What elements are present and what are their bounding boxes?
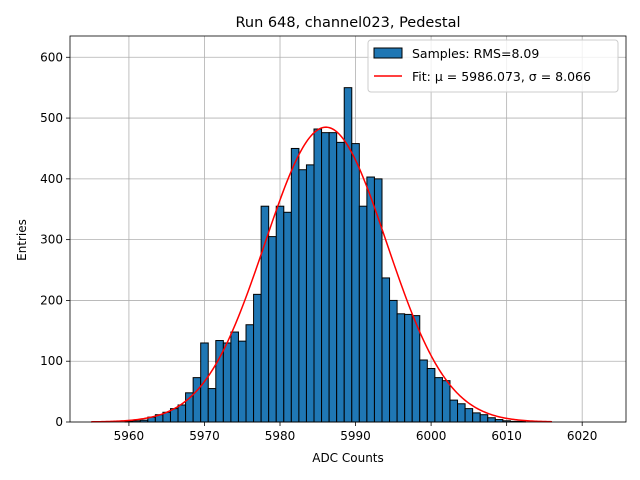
histogram-bar <box>358 205 368 423</box>
x-axis-ticks: 5960 5970 5980 5990 6000 6010 6020 <box>114 422 598 443</box>
histogram-bar <box>457 403 466 423</box>
legend-samples-swatch <box>373 47 403 59</box>
y-tick-label: 400 <box>40 172 63 186</box>
histogram-bar <box>253 293 262 423</box>
histogram-bar <box>396 313 406 423</box>
histogram-bar <box>419 359 428 423</box>
y-axis-ticks: 0 100 200 300 400 500 600 <box>40 50 70 429</box>
histogram-bar <box>449 399 459 423</box>
histogram-bar <box>237 340 247 423</box>
histogram-bar <box>268 236 277 423</box>
y-tick-label: 0 <box>55 415 63 429</box>
histogram-bar <box>343 87 353 423</box>
histogram-bar <box>222 342 232 423</box>
y-tick-label: 600 <box>40 50 63 64</box>
histogram-bar <box>441 380 451 423</box>
plot-frame <box>69 35 627 423</box>
histogram-bar <box>298 169 307 423</box>
histogram-bar <box>373 178 383 423</box>
histogram-bar <box>336 141 345 423</box>
legend: Samples: RMS=8.09 Fit: μ = 5986.073, σ =… <box>367 39 619 93</box>
x-tick-label: 6000 <box>416 429 447 443</box>
histogram-bar <box>381 277 391 423</box>
histogram-bar <box>411 315 421 423</box>
y-tick-label: 300 <box>40 233 63 247</box>
histogram-bar <box>230 331 239 423</box>
chart-title: Run 648, channel023, Pedestal <box>235 15 460 31</box>
fit-curve <box>91 126 552 423</box>
histogram-bar <box>245 324 255 423</box>
histogram-bar <box>434 377 443 423</box>
histogram-bar <box>351 143 360 423</box>
x-axis-label: ADC Counts <box>312 451 384 465</box>
y-tick-label: 100 <box>40 354 63 368</box>
histogram-bar <box>305 164 315 423</box>
x-tick-label: 6010 <box>491 429 522 443</box>
legend-samples-label: Samples: RMS=8.09 <box>412 46 539 61</box>
x-tick-label: 5970 <box>189 429 220 443</box>
histogram-bar <box>192 377 202 423</box>
histogram-bar <box>321 132 330 423</box>
histogram-bar <box>389 299 398 423</box>
histogram-bar <box>472 412 481 423</box>
y-tick-label: 500 <box>40 111 63 125</box>
histogram-bar <box>177 404 187 423</box>
y-axis-label: Entries <box>15 219 29 261</box>
histogram-bar <box>290 147 300 423</box>
histogram-bar <box>366 176 375 423</box>
histogram-bar <box>479 414 489 423</box>
histogram-bar <box>283 211 292 423</box>
legend-frame <box>367 39 619 93</box>
x-tick-label: 5990 <box>340 429 371 443</box>
x-tick-label: 5980 <box>265 429 296 443</box>
histogram-bar <box>328 132 338 423</box>
histogram-bar <box>464 408 474 423</box>
y-tick-label: 200 <box>40 293 63 307</box>
x-tick-label: 6020 <box>567 429 598 443</box>
x-tick-label: 5960 <box>114 429 145 443</box>
histogram-bar <box>426 368 436 423</box>
histogram-bar <box>487 417 496 423</box>
histogram-bar <box>207 388 217 423</box>
histogram-bar <box>275 205 285 423</box>
legend-fit-label: Fit: μ = 5986.073, σ = 8.066 <box>412 69 591 84</box>
histogram-bar <box>404 313 413 423</box>
histogram-bar <box>313 128 323 423</box>
bars-layer <box>124 87 527 423</box>
histogram-bar <box>260 205 270 423</box>
